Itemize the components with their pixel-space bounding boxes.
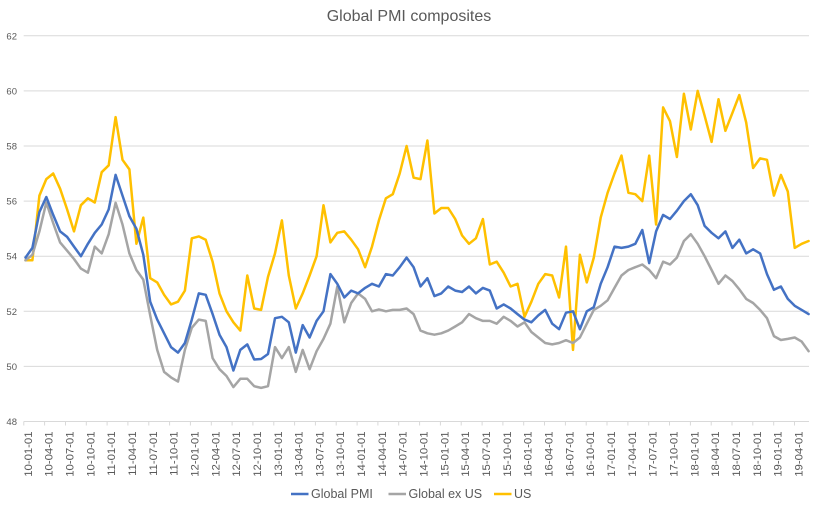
svg-text:12-10-01: 12-10-01 xyxy=(252,432,264,477)
svg-text:US: US xyxy=(514,487,531,501)
svg-text:10-04-01: 10-04-01 xyxy=(44,432,56,477)
svg-text:11-04-01: 11-04-01 xyxy=(127,432,139,476)
svg-text:60: 60 xyxy=(6,86,17,97)
svg-text:15-01-01: 15-01-01 xyxy=(439,432,451,477)
svg-text:10-07-01: 10-07-01 xyxy=(65,432,77,477)
svg-text:15-10-01: 15-10-01 xyxy=(502,432,514,477)
svg-text:12-04-01: 12-04-01 xyxy=(210,432,222,477)
svg-text:13-10-01: 13-10-01 xyxy=(335,432,347,477)
svg-text:19-04-01: 19-04-01 xyxy=(794,432,806,477)
svg-text:Global ex US: Global ex US xyxy=(409,487,483,501)
svg-text:11-07-01: 11-07-01 xyxy=(148,432,160,476)
svg-text:17-07-01: 17-07-01 xyxy=(648,432,660,477)
svg-text:10-10-01: 10-10-01 xyxy=(85,432,97,477)
svg-text:18-04-01: 18-04-01 xyxy=(710,432,722,477)
svg-text:56: 56 xyxy=(6,197,17,208)
svg-text:14-10-01: 14-10-01 xyxy=(419,432,431,477)
svg-text:13-04-01: 13-04-01 xyxy=(294,432,306,477)
svg-text:16-04-01: 16-04-01 xyxy=(544,432,556,477)
svg-text:17-10-01: 17-10-01 xyxy=(669,432,681,477)
svg-text:15-07-01: 15-07-01 xyxy=(481,431,493,476)
svg-text:10-01-01: 10-01-01 xyxy=(23,432,35,477)
svg-text:52: 52 xyxy=(6,307,17,318)
svg-text:15-04-01: 15-04-01 xyxy=(460,432,472,477)
svg-text:50: 50 xyxy=(6,362,17,373)
svg-text:Global PMI: Global PMI xyxy=(311,487,373,501)
svg-text:16-10-01: 16-10-01 xyxy=(585,432,597,477)
svg-text:14-01-01: 14-01-01 xyxy=(356,432,368,477)
svg-text:13-01-01: 13-01-01 xyxy=(273,432,285,477)
svg-text:17-04-01: 17-04-01 xyxy=(627,432,639,477)
svg-text:11-10-01: 11-10-01 xyxy=(169,432,181,476)
svg-text:14-04-01: 14-04-01 xyxy=(377,432,389,477)
svg-text:16-01-01: 16-01-01 xyxy=(523,432,535,477)
svg-text:13-07-01: 13-07-01 xyxy=(314,432,326,477)
svg-text:Global PMI composites: Global PMI composites xyxy=(327,8,492,25)
svg-text:48: 48 xyxy=(6,417,17,428)
svg-text:12-07-01: 12-07-01 xyxy=(231,432,243,477)
svg-text:19-01-01: 19-01-01 xyxy=(773,432,785,477)
svg-text:18-07-01: 18-07-01 xyxy=(731,432,743,477)
svg-text:14-07-01: 14-07-01 xyxy=(398,432,410,477)
svg-text:17-01-01: 17-01-01 xyxy=(606,432,618,477)
svg-text:58: 58 xyxy=(6,142,17,153)
svg-text:54: 54 xyxy=(6,252,17,263)
svg-text:18-01-01: 18-01-01 xyxy=(689,432,701,477)
svg-text:12-01-01: 12-01-01 xyxy=(189,432,201,477)
svg-text:18-10-01: 18-10-01 xyxy=(752,432,764,477)
svg-text:11-01-01: 11-01-01 xyxy=(106,432,118,476)
svg-text:16-07-01: 16-07-01 xyxy=(564,432,576,477)
svg-text:62: 62 xyxy=(6,31,17,42)
